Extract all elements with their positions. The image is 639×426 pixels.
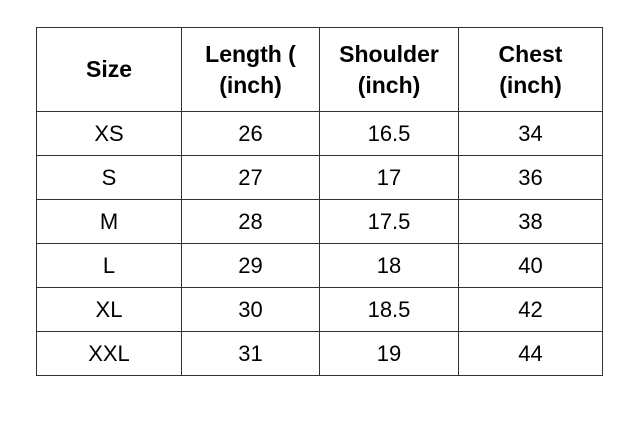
table-row: XXL 31 19 44 bbox=[36, 331, 603, 376]
cell-length: 28 bbox=[181, 199, 320, 244]
header-label: Shoulder bbox=[339, 40, 439, 67]
cell-size: XL bbox=[36, 287, 182, 332]
table-row: XS 26 16.5 34 bbox=[36, 111, 603, 156]
cell-shoulder: 16.5 bbox=[319, 111, 459, 156]
cell-size: L bbox=[36, 243, 182, 288]
cell-size: S bbox=[36, 155, 182, 200]
cell-length: 26 bbox=[181, 111, 320, 156]
size-chart-table: Size Length ( (inch) Shoulder (inch) Chest… bbox=[36, 27, 603, 376]
cell-length: 31 bbox=[181, 331, 320, 376]
header-unit: (inch) bbox=[219, 71, 282, 98]
cell-shoulder: 17.5 bbox=[319, 199, 459, 244]
cell-size: XS bbox=[36, 111, 182, 156]
header-chest: Chest (inch) bbox=[458, 27, 603, 112]
cell-length: 27 bbox=[181, 155, 320, 200]
table-row: L 29 18 40 bbox=[36, 243, 603, 288]
cell-chest: 34 bbox=[458, 111, 603, 156]
cell-shoulder: 18 bbox=[319, 243, 459, 288]
header-label: Size bbox=[85, 56, 133, 82]
header-unit: (inch) bbox=[357, 71, 421, 98]
cell-size: XXL bbox=[36, 331, 182, 376]
header-shoulder: Shoulder (inch) bbox=[319, 27, 459, 112]
cell-chest: 36 bbox=[458, 155, 603, 200]
header-row: Size Length ( (inch) Shoulder (inch) Chest… bbox=[36, 27, 603, 112]
header-label: Chest bbox=[498, 40, 563, 67]
header-size: Size bbox=[36, 27, 182, 112]
cell-chest: 42 bbox=[458, 287, 603, 332]
cell-shoulder: 17 bbox=[319, 155, 459, 200]
table-row: XL 30 18.5 42 bbox=[36, 287, 603, 332]
header-unit: (inch) bbox=[499, 71, 562, 98]
header-label: Length ( bbox=[205, 40, 296, 67]
table-row: S 27 17 36 bbox=[36, 155, 603, 200]
table-row: M 28 17.5 38 bbox=[36, 199, 603, 244]
cell-chest: 38 bbox=[458, 199, 603, 244]
cell-shoulder: 19 bbox=[319, 331, 459, 376]
cell-shoulder: 18.5 bbox=[319, 287, 459, 332]
header-length: Length ( (inch) bbox=[181, 27, 320, 112]
cell-length: 30 bbox=[181, 287, 320, 332]
cell-chest: 40 bbox=[458, 243, 603, 288]
cell-chest: 44 bbox=[458, 331, 603, 376]
cell-size: M bbox=[36, 199, 182, 244]
cell-length: 29 bbox=[181, 243, 320, 288]
